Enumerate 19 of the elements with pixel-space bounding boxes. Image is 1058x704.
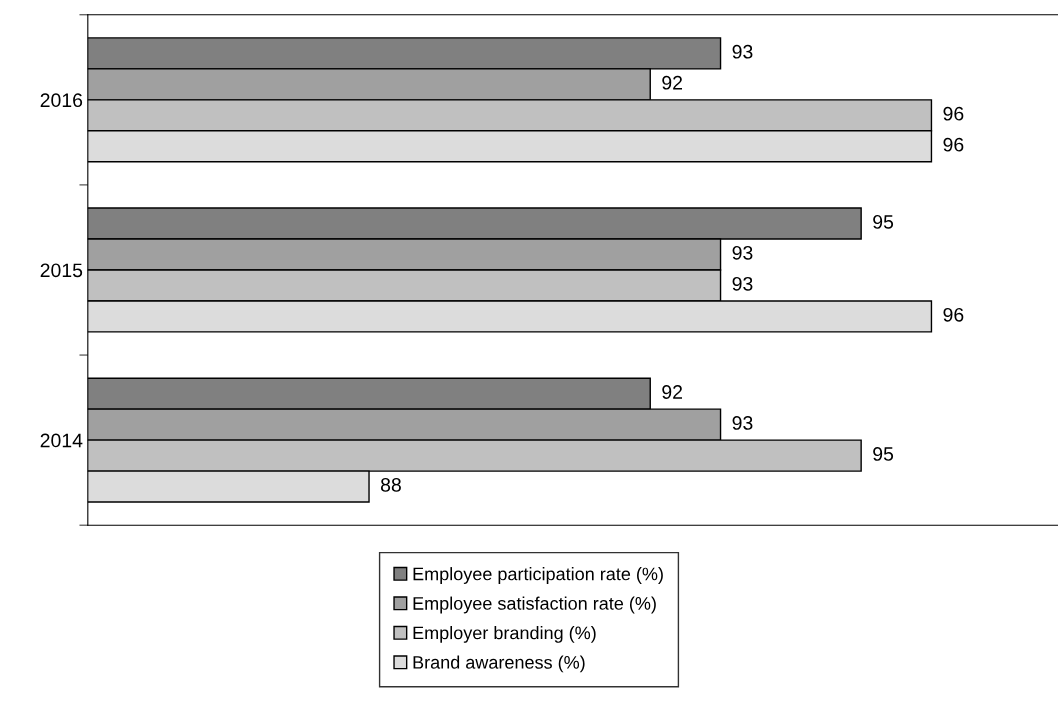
data-label: 88	[380, 478, 401, 492]
data-label: 93	[732, 416, 753, 430]
legend-label: Employer branding (%)	[413, 626, 596, 643]
data-label: 95	[873, 447, 894, 461]
data-label: 93	[732, 276, 753, 291]
data-label: 96	[943, 106, 964, 121]
data-label: 95	[873, 214, 894, 229]
data-label: 93	[732, 245, 753, 260]
legend-label: Employee participation rate (%)	[413, 567, 663, 584]
legend-label: Employee satisfaction rate (%)	[413, 596, 656, 614]
legend-label: Brand awareness (%)	[413, 655, 585, 673]
data-label: 96	[943, 307, 964, 322]
y-tick-label: 2016	[40, 93, 83, 108]
y-tick-label: 2015	[40, 263, 83, 278]
data-label: 93	[732, 44, 753, 59]
y-tick-label: 2014	[40, 433, 83, 448]
data-label: 92	[662, 75, 682, 90]
data-label: 96	[943, 137, 964, 152]
data-label: 92	[662, 385, 682, 399]
